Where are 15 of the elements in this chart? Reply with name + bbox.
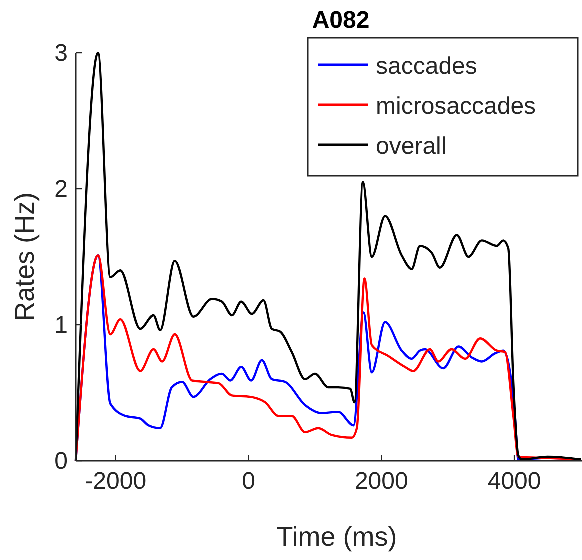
legend-label: microsaccades bbox=[376, 93, 536, 120]
y-axis-title: Rates (Hz) bbox=[10, 192, 40, 322]
legend-label: saccades bbox=[376, 53, 478, 80]
x-tick-label: 4000 bbox=[488, 468, 542, 495]
x-tick-label: 2000 bbox=[354, 468, 408, 495]
x-tick-label: -2000 bbox=[85, 468, 147, 495]
y-tick-label: 0 bbox=[54, 448, 68, 475]
chart-title: A082 bbox=[312, 7, 370, 34]
line-series bbox=[74, 52, 582, 462]
y-tick-label: 1 bbox=[54, 312, 68, 339]
y-tick-label: 2 bbox=[54, 176, 68, 203]
x-tick-label: 0 bbox=[242, 468, 256, 495]
y-tick-label: 3 bbox=[54, 40, 68, 67]
legend-label: overall bbox=[376, 133, 447, 160]
x-axis-title: Time (ms) bbox=[276, 522, 398, 552]
